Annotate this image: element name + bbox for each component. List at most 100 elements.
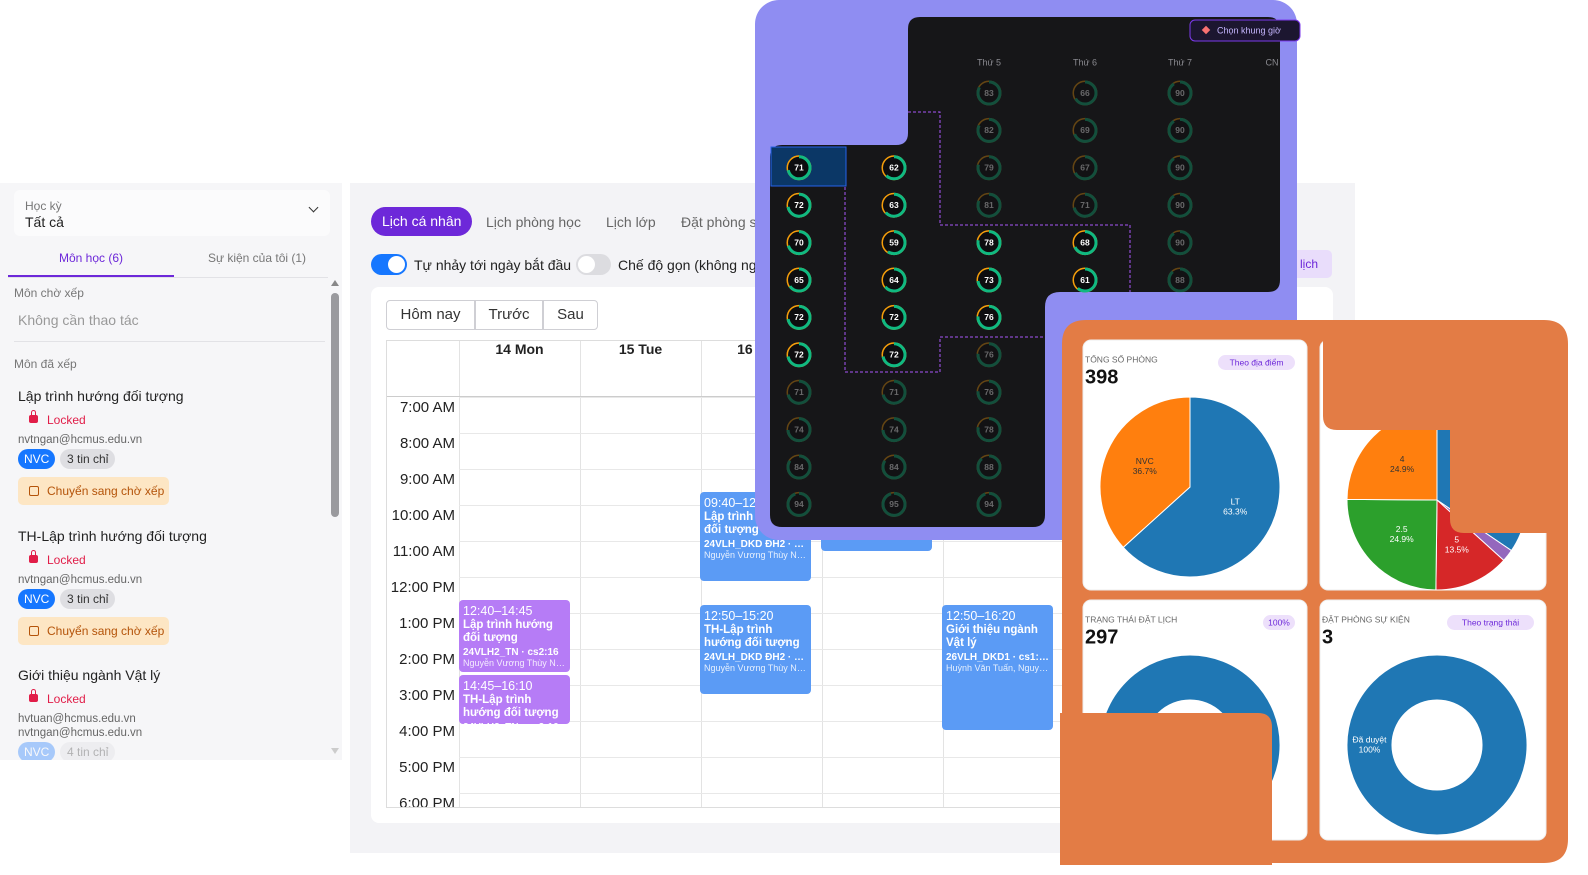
score-text: 81 — [984, 200, 994, 210]
event[interactable]: 12:50–15:20 TH-Lập trình hướng đối tượng 2… — [700, 605, 811, 694]
score-text: 71 — [794, 163, 804, 173]
score-ring — [786, 491, 812, 517]
score-ring — [786, 192, 812, 218]
score-ring — [976, 192, 1002, 218]
card-title: TỔNG SỐ PHÒNG — [1085, 353, 1158, 364]
score-text: 68 — [1080, 237, 1090, 247]
tab-active[interactable]: Lịch cá nhân — [371, 207, 473, 236]
score-track — [1167, 155, 1193, 181]
score-text: 82 — [984, 125, 994, 135]
score-text: 76 — [984, 312, 994, 322]
pie-slice — [1122, 396, 1281, 578]
day-header: Thứ 6 — [1073, 57, 1097, 67]
tab[interactable]: Lịch lớp — [606, 214, 656, 230]
score-ring — [1072, 267, 1098, 293]
hour-line — [459, 685, 1317, 686]
move-button[interactable]: Chuyển sang chờ xếp — [18, 477, 169, 505]
slice-name: LT — [1231, 496, 1240, 506]
score-track — [976, 342, 1002, 368]
score-cell: 71 — [786, 155, 812, 181]
score-track — [786, 379, 812, 405]
nav-button[interactable]: Trước — [475, 300, 543, 330]
score-cell: 62 — [881, 155, 907, 181]
score-text: 71 — [889, 387, 899, 397]
hour-line — [459, 577, 1317, 578]
slice-value: 36.7% — [1133, 466, 1158, 476]
tab[interactable]: Lịch phòng học — [486, 214, 581, 230]
score-track — [1167, 267, 1193, 293]
email: nvtngan@hcmus.edu.vn — [18, 434, 143, 446]
event[interactable]: 12:40–14:45 Lập trình hướng đối tượng 24VL… — [459, 600, 570, 672]
score-text: 90 — [1175, 88, 1185, 98]
nav-button[interactable]: Sau — [543, 300, 598, 330]
score-cell: 71 — [1072, 192, 1098, 218]
score-cell: 74 — [881, 417, 907, 443]
score-cell: 72 — [786, 192, 812, 218]
score-text: 79 — [984, 163, 994, 173]
lock-icon — [29, 694, 38, 702]
score-ring — [1072, 155, 1098, 181]
slice-value: 100% — [1359, 744, 1381, 754]
tag: 3 tin chỉ — [60, 589, 116, 609]
score-text: 72 — [889, 350, 899, 360]
score-track — [976, 454, 1002, 480]
score-ring — [1167, 80, 1193, 106]
score-text: 78 — [984, 424, 994, 434]
score-text: 74 — [889, 424, 899, 434]
event[interactable]: 12:50–16:20 Giới thiệu ngành Vật lý 26VLH_… — [942, 605, 1053, 730]
semester-select[interactable]: Học kỳ Tất cả — [14, 190, 330, 236]
event-time: 12:40–14:45 — [463, 604, 533, 618]
score-cell: 72 — [881, 342, 907, 368]
score-ring — [976, 267, 1002, 293]
score-track — [1167, 192, 1193, 218]
score-cell: 71 — [786, 379, 812, 405]
score-track — [976, 80, 1002, 106]
score-ring — [881, 267, 907, 293]
score-cell: 81 — [976, 192, 1002, 218]
score-track — [881, 491, 907, 517]
button-text: Chuyển sang chờ xếp — [47, 484, 165, 498]
time-label: 11:00 AM — [392, 543, 455, 560]
badge-text: Theo địa điểm — [1230, 357, 1284, 367]
score-cell: 90 — [1167, 117, 1193, 143]
selection-outline — [844, 111, 1131, 373]
score-ring — [786, 342, 812, 368]
score-ring — [881, 417, 907, 443]
score-track — [976, 155, 1002, 181]
scroll-arrow — [331, 748, 339, 754]
score-cell: 83 — [976, 80, 1002, 106]
slice-name: 5 — [1454, 535, 1459, 545]
score-text: 76 — [984, 387, 994, 397]
score-cell: 76 — [976, 342, 1002, 368]
nav-button[interactable]: Hôm nay — [386, 300, 475, 330]
score-cell: 88 — [976, 454, 1002, 480]
tab[interactable]: Sự kiện của tôi (1) — [207, 251, 307, 265]
score-track — [1072, 155, 1098, 181]
score-text: 88 — [1175, 275, 1185, 285]
move-button[interactable]: Chuyển sang chờ xếp — [18, 617, 169, 645]
tag: NVC — [18, 589, 56, 609]
tag: NVC — [18, 449, 56, 469]
course-name: Lập trình hướng đối tượng — [18, 388, 184, 404]
slice-value: 63.3% — [1223, 506, 1248, 516]
button-text: Chuyển sang chờ xếp — [47, 624, 165, 638]
score-ring — [1072, 80, 1098, 106]
slice-name: 4 — [1400, 454, 1405, 464]
time-label: 7:00 AM — [399, 399, 455, 416]
day-header: Thứ 7 — [1168, 57, 1192, 67]
card-total: 297 — [1085, 626, 1118, 648]
score-cell: 78 — [976, 417, 1002, 443]
score-cell: 84 — [786, 454, 812, 480]
score-track — [976, 379, 1002, 405]
score-text: 90 — [1175, 200, 1185, 210]
score-cell: 95 — [881, 491, 907, 517]
score-text: 64 — [889, 275, 899, 285]
score-ring — [786, 230, 812, 256]
score-cell: 76 — [976, 304, 1002, 330]
scrollbar[interactable] — [331, 293, 339, 517]
tab[interactable]: Môn học (6) — [58, 251, 124, 265]
divider — [8, 277, 328, 278]
